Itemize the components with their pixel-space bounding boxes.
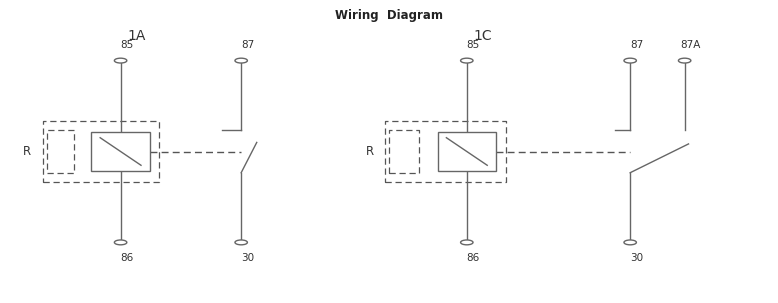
Text: 85: 85	[120, 40, 134, 50]
Bar	[437, 132, 496, 171]
Bar	[91, 132, 149, 171]
Text: Wiring  Diagram: Wiring Diagram	[335, 9, 443, 22]
Circle shape	[624, 240, 636, 245]
Circle shape	[461, 58, 473, 63]
Circle shape	[235, 240, 247, 245]
Text: 86: 86	[466, 253, 480, 263]
Text: 1C: 1C	[473, 29, 492, 43]
Text: 87A: 87A	[681, 40, 701, 50]
Text: R: R	[23, 145, 31, 158]
Circle shape	[235, 58, 247, 63]
Circle shape	[624, 58, 636, 63]
Circle shape	[114, 58, 127, 63]
Text: 1A: 1A	[127, 29, 145, 43]
Text: R: R	[366, 145, 373, 158]
Circle shape	[461, 240, 473, 245]
Text: 86: 86	[120, 253, 134, 263]
Text: 30: 30	[241, 253, 254, 263]
Text: 85: 85	[466, 40, 480, 50]
Text: 87: 87	[629, 40, 643, 50]
Circle shape	[114, 240, 127, 245]
Text: 30: 30	[630, 253, 643, 263]
Text: 87: 87	[240, 40, 254, 50]
Circle shape	[678, 58, 691, 63]
